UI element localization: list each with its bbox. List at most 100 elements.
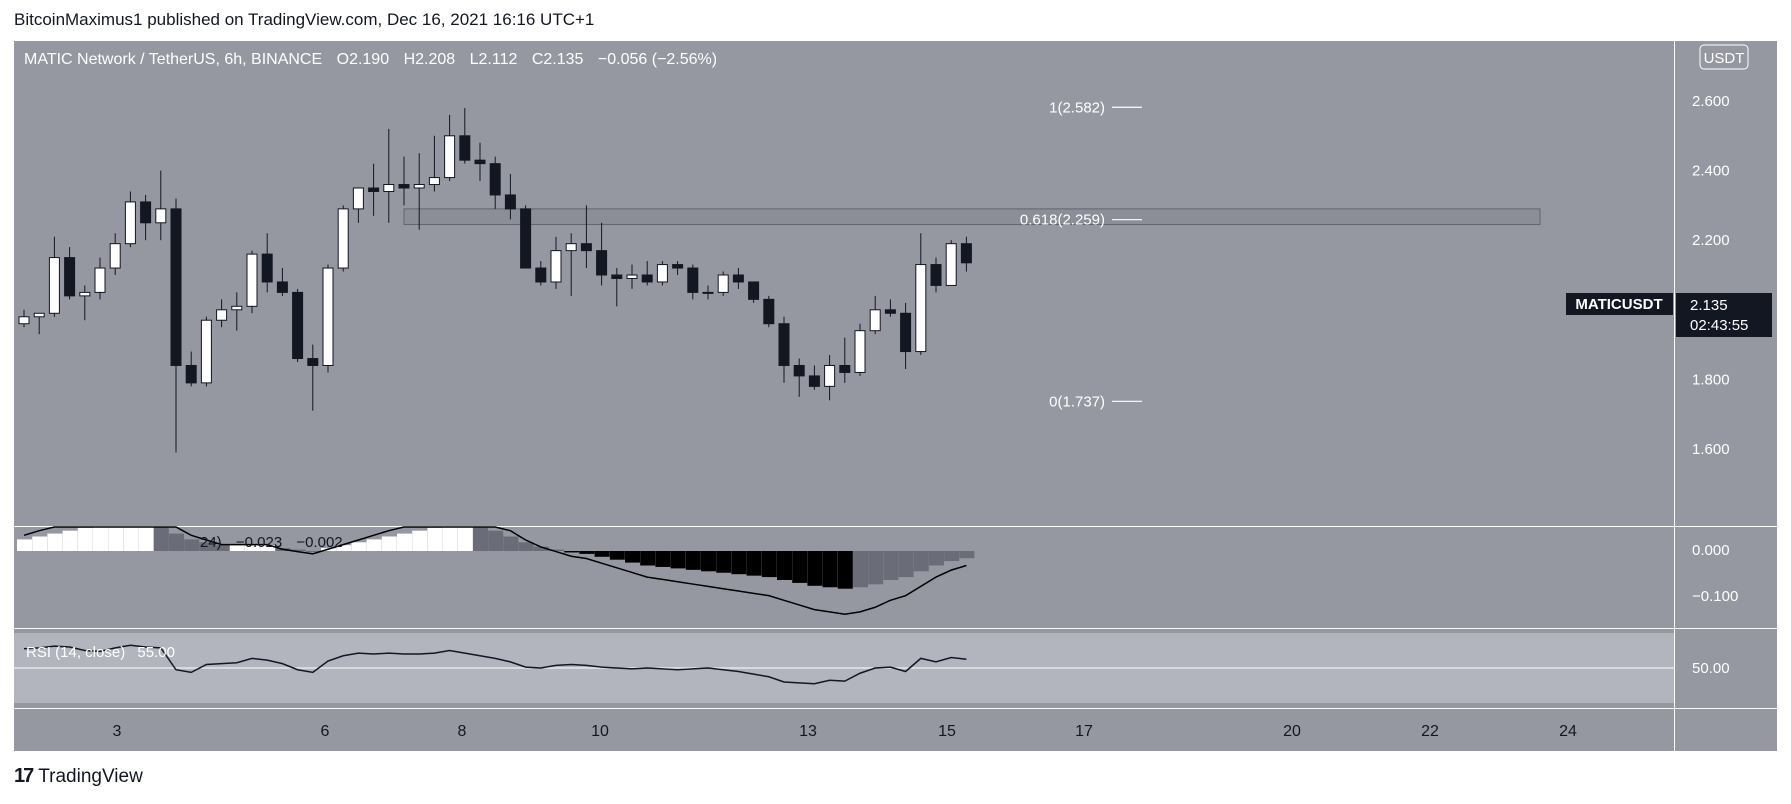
macd-bar <box>716 551 732 573</box>
macd-bar <box>807 551 823 586</box>
rsi-line <box>23 644 967 685</box>
fib-level-label: 1(2.582) <box>1049 99 1105 116</box>
candle-bull <box>626 274 638 279</box>
candle-bear <box>930 264 942 286</box>
candle-bear <box>368 187 380 192</box>
macd-bar <box>138 527 154 551</box>
macd-bar <box>457 527 473 551</box>
macd-bar <box>442 527 458 551</box>
time-tick-label: 13 <box>799 723 817 740</box>
candle-bear <box>276 281 288 293</box>
legend-o-value: 2.190 <box>349 51 389 68</box>
candles-group <box>18 107 972 453</box>
macd-bar <box>883 551 899 580</box>
resistance-zone <box>403 208 1541 226</box>
candle-bull <box>413 184 425 189</box>
macd-bar <box>336 545 352 551</box>
macd-bar <box>153 527 169 551</box>
macd-legend: 24) −0.023 −0.002 <box>200 534 343 551</box>
chart-frame: 1(2.582) 0.618(2.259) 0(1.737) 2.600 2.400 2… <box>14 41 1777 751</box>
macd-bar <box>761 551 777 578</box>
macd-bar <box>533 546 549 551</box>
macd-bar <box>169 533 184 551</box>
legend-h-value: 2.208 <box>415 51 455 68</box>
macd-bar <box>670 551 686 569</box>
macd-tick-1: −0.100 <box>1692 588 1738 605</box>
legend-line: MATIC Network / TetherUS, 6h, BINANCE O2… <box>24 51 717 68</box>
legend-change: −0.056 (−2.56%) <box>598 51 717 68</box>
price-pane <box>14 41 1674 526</box>
macd-bar <box>427 527 443 551</box>
macd-bar <box>245 545 260 551</box>
candle-bull <box>18 316 30 325</box>
candle-bull <box>246 253 258 307</box>
macd-bar <box>853 551 868 588</box>
macd-bar <box>184 539 200 551</box>
macd-bar <box>594 551 610 557</box>
macd-bar <box>913 551 929 572</box>
macd-bar <box>929 551 944 566</box>
macd-bar <box>579 551 595 554</box>
macd-bar <box>366 539 382 551</box>
chart-canvas[interactable]: 1(2.582) 0.618(2.259) 0(1.737) 2.600 2.400 2… <box>14 41 1777 751</box>
rsi-label: RSI (14, close) <box>26 644 125 661</box>
rsi-value: 55.00 <box>137 644 175 661</box>
candle-bull <box>702 291 714 294</box>
currency-button[interactable] <box>1699 44 1749 70</box>
macd-bar <box>488 530 504 551</box>
legend-symbol: MATIC Network / TetherUS, 6h, BINANCE <box>24 51 322 68</box>
macd-label-tail: 24) <box>200 534 222 551</box>
candle-bear <box>611 274 623 279</box>
macd-bar <box>412 530 428 551</box>
tradingview-logo-icon[interactable]: 17 <box>14 765 34 787</box>
candle-bear <box>292 291 304 360</box>
macd-bar <box>503 536 519 551</box>
candle-bull <box>124 201 136 245</box>
macd-bar <box>701 551 716 572</box>
time-tick-label: 10 <box>591 723 609 740</box>
candle-bear <box>261 253 273 283</box>
candle-bear <box>185 364 197 384</box>
candle-bear <box>596 250 608 276</box>
time-tick-label: 8 <box>458 723 467 740</box>
candle-bull <box>854 330 866 373</box>
ticker-price-badge <box>1676 293 1772 337</box>
candle-bull <box>352 187 364 210</box>
macd-bar <box>199 542 215 551</box>
candle-bull <box>322 267 334 366</box>
candle-bull <box>824 364 836 387</box>
candle-bear <box>900 312 912 353</box>
time-tick-label: 20 <box>1283 723 1301 740</box>
price-tick-label: 1.800 <box>1692 371 1730 388</box>
price-tick-label: 2.400 <box>1692 163 1730 180</box>
macd-bar <box>959 551 975 559</box>
price-tick-label: 1.600 <box>1692 441 1730 458</box>
macd-bar <box>822 551 838 588</box>
macd-value-2: −0.002 <box>296 534 342 551</box>
candle-bear <box>778 323 790 366</box>
macd-bar <box>17 539 32 551</box>
time-tick-label: 22 <box>1421 723 1439 740</box>
footer-brand[interactable]: TradingView <box>38 765 143 787</box>
fib-level-label: 0(1.737) <box>1049 393 1105 410</box>
macd-bar <box>549 549 564 551</box>
time-axis-bg <box>14 709 1674 751</box>
macd-bar <box>731 551 747 575</box>
legend-h-label: H <box>404 51 416 68</box>
legend-l-value: 2.112 <box>479 51 518 68</box>
macd-signal-line <box>23 526 967 615</box>
time-tick-label: 15 <box>938 723 956 740</box>
candle-bear <box>808 375 820 387</box>
time-axis-ticks: 3 6 8 10 13 15 17 20 22 24 <box>113 723 1577 740</box>
macd-bar <box>655 551 671 567</box>
candle-bull <box>109 243 121 269</box>
macd-bar <box>564 551 580 553</box>
candle-bull <box>550 250 562 283</box>
candle-bull <box>33 312 45 318</box>
candle-bull <box>444 135 456 179</box>
macd-bar <box>351 542 367 551</box>
candle-bull <box>337 208 349 269</box>
legend-c-value: 2.135 <box>543 51 583 68</box>
candle-bear <box>170 208 182 366</box>
candle-bull <box>945 243 957 286</box>
